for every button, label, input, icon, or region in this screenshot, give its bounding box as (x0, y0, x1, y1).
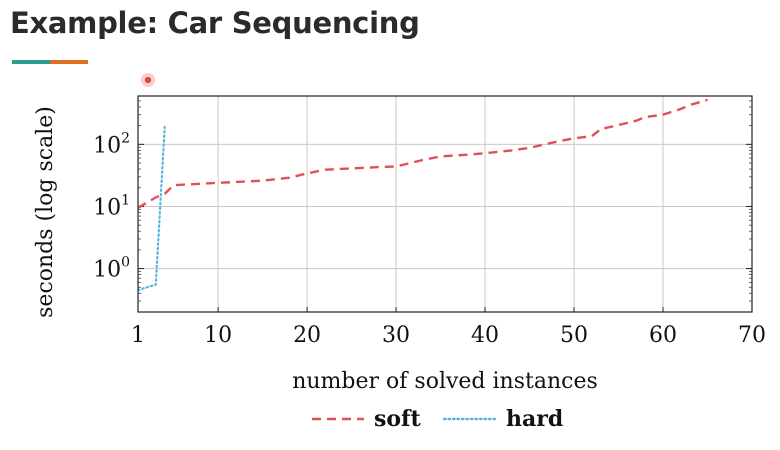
title-underline (12, 60, 88, 64)
y-tick-exponent: 0 (121, 255, 130, 271)
y-tick-label: 102 (93, 130, 130, 158)
x-tick-label: 50 (560, 323, 588, 348)
legend-label-soft: soft (374, 406, 422, 432)
y-tick-base: 10 (93, 195, 121, 220)
x-tick-label: 1 (131, 323, 145, 348)
chart-series-layer (138, 98, 708, 292)
chart-minor-ticks (137, 95, 753, 313)
chart-grid (137, 96, 753, 312)
y-tick-label: 100 (93, 255, 130, 283)
y-tick-exponent: 1 (121, 192, 130, 208)
x-tick-label: 40 (471, 323, 499, 348)
chart-legend: soft hard (312, 406, 563, 432)
title-underline-teal (12, 60, 50, 64)
title-underline-orange (50, 60, 88, 64)
x-tick-label: 20 (293, 323, 321, 348)
x-tick-label: 30 (382, 323, 410, 348)
series-line-hard (138, 125, 166, 292)
x-tick-label: 60 (649, 323, 677, 348)
x-tick-label: 10 (204, 323, 232, 348)
x-axis-label: number of solved instances (292, 369, 598, 394)
y-tick-label: 101 (93, 192, 130, 220)
series-line-soft (138, 98, 708, 209)
y-tick-base: 10 (93, 133, 121, 158)
x-tick-label: 70 (738, 323, 766, 348)
slide-title: Example: Car Sequencing (10, 6, 420, 40)
y-axis-label: seconds (log scale) (33, 106, 58, 318)
plot-frame (137, 95, 753, 313)
pointer-indicator-icon (141, 73, 155, 87)
x-tick-labels: 1 10 20 30 40 50 60 70 (131, 323, 766, 348)
y-tick-base: 10 (93, 258, 121, 283)
y-tick-exponent: 2 (121, 130, 130, 146)
legend-label-hard: hard (506, 406, 563, 432)
